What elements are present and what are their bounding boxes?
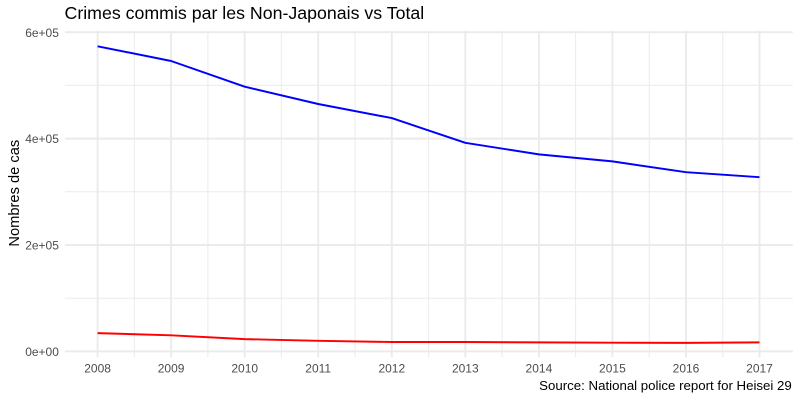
- svg-text:2014: 2014: [526, 362, 553, 376]
- svg-text:2017: 2017: [746, 362, 773, 376]
- svg-text:0e+00: 0e+00: [25, 345, 59, 359]
- svg-text:2012: 2012: [378, 362, 405, 376]
- svg-text:6e+05: 6e+05: [25, 26, 59, 40]
- svg-text:2010: 2010: [231, 362, 258, 376]
- svg-text:2011: 2011: [305, 362, 331, 376]
- svg-text:2009: 2009: [158, 362, 185, 376]
- svg-text:4e+05: 4e+05: [25, 132, 59, 146]
- svg-text:2015: 2015: [599, 362, 626, 376]
- svg-text:Crimes commis par les Non-Japo: Crimes commis par les Non-Japonais vs To…: [65, 3, 425, 23]
- svg-text:2e+05: 2e+05: [25, 239, 59, 253]
- svg-text:Source: National police report: Source: National police report for Heise…: [539, 378, 792, 393]
- svg-text:2008: 2008: [84, 362, 111, 376]
- svg-text:2013: 2013: [452, 362, 479, 376]
- svg-text:2016: 2016: [673, 362, 700, 376]
- svg-text:Nombres de cas: Nombres de cas: [7, 140, 23, 247]
